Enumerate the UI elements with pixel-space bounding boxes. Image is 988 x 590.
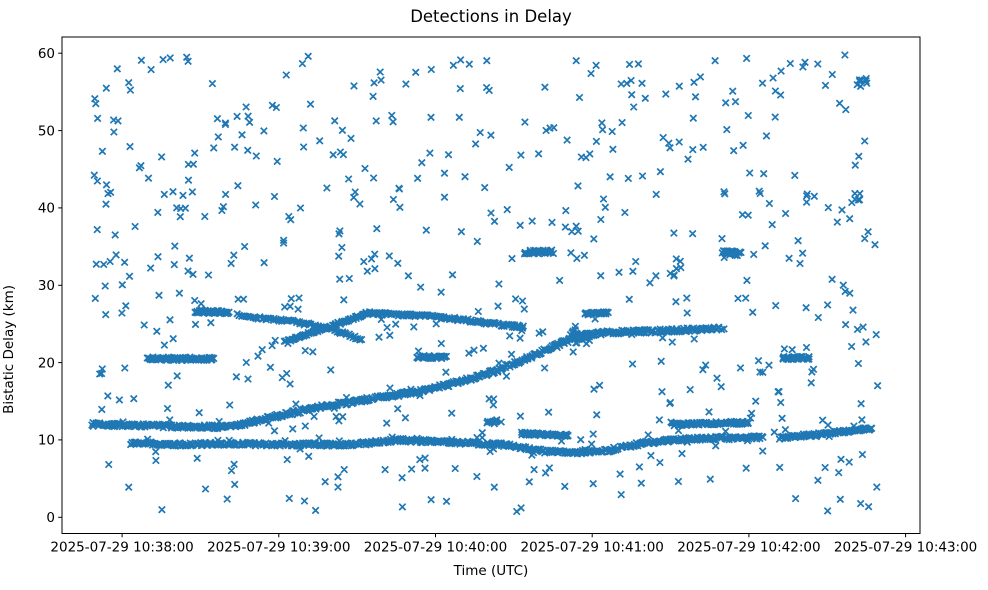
x-tick-label: 2025-07-29 10:41:00 xyxy=(521,540,664,556)
plot-border xyxy=(61,36,921,534)
y-tick-label: 0 xyxy=(46,510,55,526)
y-tick-label: 20 xyxy=(38,355,55,371)
x-axis-label: Time (UTC) xyxy=(453,563,529,579)
x-tick-label: 2025-07-29 10:38:00 xyxy=(50,540,193,556)
x-tick-label: 2025-07-29 10:42:00 xyxy=(677,540,820,556)
y-tick-label: 30 xyxy=(38,278,55,294)
x-tick-label: 2025-07-29 10:40:00 xyxy=(364,540,507,556)
chart-title: Detections in Delay xyxy=(410,7,572,26)
y-tick-label: 60 xyxy=(38,46,55,62)
y-tick-label: 40 xyxy=(38,201,55,217)
y-tick-label: 10 xyxy=(38,433,55,449)
y-axis-label-text: Bistatic Delay (km) xyxy=(1,284,17,414)
y-tick-label: 50 xyxy=(38,123,55,139)
scatter-points xyxy=(88,51,882,516)
x-tick-label: 2025-07-29 10:43:00 xyxy=(834,540,977,556)
x-tick-label: 2025-07-29 10:39:00 xyxy=(207,540,350,556)
